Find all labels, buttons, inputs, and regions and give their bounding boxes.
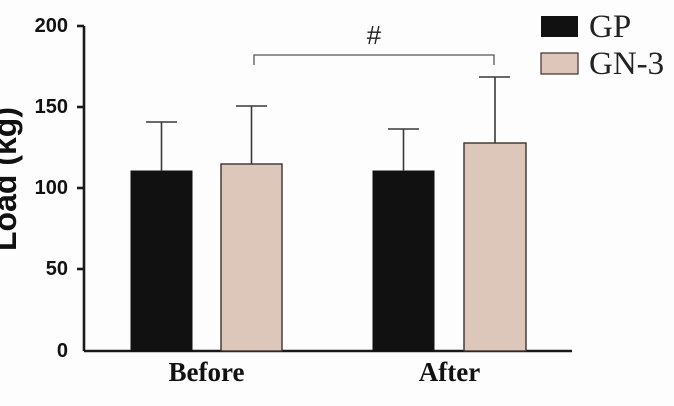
svg-text:150: 150 [35, 96, 68, 118]
svg-text:50: 50 [46, 258, 68, 280]
svg-text:0: 0 [57, 340, 68, 362]
svg-text:After: After [419, 357, 480, 387]
svg-text:Load (kg): Load (kg) [0, 107, 23, 251]
svg-text:#: # [367, 20, 382, 50]
svg-text:Before: Before [169, 357, 245, 387]
svg-text:GP: GP [589, 9, 631, 45]
svg-text:GN-3: GN-3 [589, 46, 664, 82]
svg-text:200: 200 [35, 15, 68, 37]
svg-text:100: 100 [35, 177, 68, 199]
